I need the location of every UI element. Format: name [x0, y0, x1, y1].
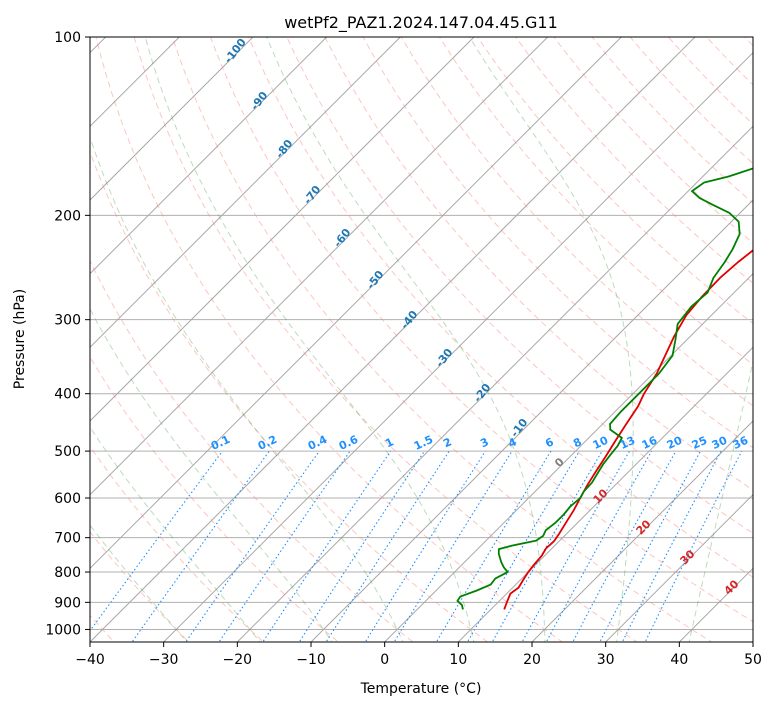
x-tick-label: −20 — [223, 652, 253, 668]
y-axis-label: Pressure (hPa) — [12, 289, 28, 389]
mixing-ratio-line — [545, 450, 653, 642]
isotherm-line — [90, 37, 475, 422]
moist-adiabat-line — [144, 37, 475, 642]
plot-background — [90, 37, 753, 642]
dry-adiabat-line — [209, 37, 753, 623]
isotherm-line — [310, 199, 753, 642]
x-tick-label: 10 — [449, 652, 467, 668]
chart-title: wetPf2_PAZ1.2024.147.04.45.G11 — [284, 13, 558, 33]
y-tick-label: 200 — [54, 208, 81, 224]
moist-adiabat-line — [90, 308, 333, 642]
moist-adiabat-line — [469, 37, 634, 642]
profile-line — [503, 249, 753, 610]
y-tick-label: 900 — [54, 595, 81, 611]
isotherm-line — [90, 37, 328, 275]
dry-adiabat-line — [133, 37, 638, 642]
x-tick-label: −30 — [149, 652, 179, 668]
y-tick-label: 300 — [54, 313, 81, 329]
mixing-ratio-line — [572, 450, 677, 642]
dry-adiabat-line — [171, 37, 713, 642]
y-tick-label: 1000 — [45, 622, 81, 638]
dry-adiabat-line — [286, 37, 753, 534]
mixing-ratio-label: 20 — [665, 434, 685, 452]
x-tick-label: 20 — [523, 652, 541, 668]
moist-adiabat-line — [266, 37, 546, 642]
isotherm-line — [605, 493, 753, 642]
mixing-ratio-line — [185, 450, 320, 642]
mixing-ratio-line — [435, 450, 552, 642]
mixing-ratio-line — [393, 450, 513, 642]
mixing-ratio-line — [466, 450, 580, 642]
dry-adiabat-line — [90, 531, 190, 642]
y-tick-label: 400 — [54, 387, 81, 403]
isotherm-line — [236, 125, 753, 642]
mixing-ratio-line — [599, 450, 702, 642]
mixing-ratio-label: 10 — [591, 434, 611, 452]
dry-adiabat-line — [591, 37, 753, 204]
isotherm-line — [90, 37, 549, 496]
isotherm-line — [384, 272, 753, 642]
y-tick-label: 700 — [54, 531, 81, 547]
x-tick-label: −10 — [296, 652, 326, 668]
profile-line — [456, 167, 753, 610]
mixing-ratio-line — [491, 450, 603, 642]
mixing-ratio-line — [262, 450, 392, 642]
isotherm-line — [90, 37, 696, 642]
y-tick-label: 100 — [54, 30, 81, 46]
mixing-ratio-label: 13 — [618, 434, 637, 452]
mixing-ratio-label: 30 — [710, 434, 730, 452]
isotherm-line — [163, 51, 753, 642]
mixing-ratio-line — [218, 450, 351, 642]
dry-adiabat-line — [90, 356, 339, 642]
dry-adiabat-line — [553, 37, 753, 244]
x-tick-label: 50 — [744, 652, 762, 668]
dry-adiabat-line — [324, 37, 753, 491]
mixing-ratio-line — [621, 450, 722, 642]
x-tick-label: 40 — [670, 652, 688, 668]
moist-adiabat-line — [90, 426, 261, 642]
mixing-ratio-line — [644, 450, 743, 642]
dry-adiabat-line — [362, 37, 753, 449]
mixing-ratio-label: 36 — [731, 434, 751, 452]
moist-adiabat-line — [90, 135, 404, 642]
data-lines — [456, 167, 753, 610]
dry-adiabat-line — [400, 37, 753, 407]
x-axis-label: Temperature (°C) — [360, 681, 482, 697]
y-tick-label: 500 — [54, 444, 81, 460]
mixing-ratio-line — [521, 450, 630, 642]
axis-ticks: −40 −30 −20 −10 0 10 20 30 40 50 100 200 300 400 500 60… — [45, 30, 762, 668]
moist-adiabat-line — [90, 524, 188, 642]
dry-adiabat-line — [515, 37, 753, 284]
x-tick-label: 0 — [380, 652, 389, 668]
y-tick-label: 600 — [54, 491, 81, 507]
y-tick-label: 800 — [54, 565, 81, 581]
isotherm-line — [90, 37, 401, 349]
dry-adiabat-line — [248, 37, 753, 578]
moist-adiabat-line — [688, 358, 753, 642]
x-tick-label: 30 — [597, 652, 615, 668]
x-tick-label: −40 — [75, 652, 105, 668]
mixing-ratio-label: 16 — [640, 434, 660, 452]
isotherm-line — [90, 37, 254, 201]
mixing-ratio-label: 25 — [690, 434, 709, 452]
isotherm-line — [457, 346, 753, 642]
plot-frame — [89, 36, 754, 643]
background-lines — [90, 37, 753, 642]
isotherm-line — [531, 420, 753, 642]
mixing-ratio-line — [298, 450, 425, 642]
dry-adiabat-line — [95, 37, 564, 642]
isotherm-line — [90, 37, 622, 570]
dry-adiabat-line — [90, 259, 414, 642]
